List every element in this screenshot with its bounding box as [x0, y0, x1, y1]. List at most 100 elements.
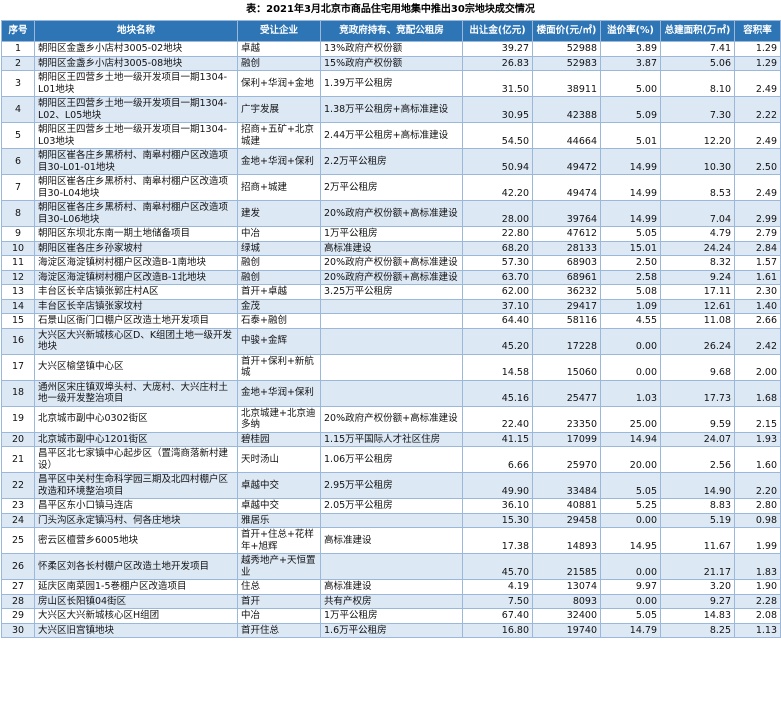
table-cell: 8: [1, 200, 35, 227]
table-row: 11 海淀区海淀镇树村棚户区改造B-1南地块 融创 20%政府产权份额+高标准建设 57…: [1, 255, 781, 271]
table-cell: 5.19: [660, 512, 735, 528]
table-cell: 招商+五矿+北京城建: [237, 122, 321, 149]
table-cell: 21: [1, 446, 35, 473]
table-row: 16 大兴区大兴新城核心区D、K组团土地一级开发地块 中骏+金辉 45.20 17228…: [1, 327, 781, 355]
table-cell: 5.25: [600, 498, 661, 514]
table-cell: 12.20: [660, 122, 735, 149]
table-cell: 14.90: [660, 472, 735, 499]
table-cell: 7.04: [660, 200, 735, 227]
table-cell: 20%政府产权份额+高标准建设: [320, 255, 463, 271]
table-cell: 25477: [532, 379, 601, 407]
table-cell: 17.11: [660, 284, 735, 300]
table-cell: 15.30: [462, 512, 533, 528]
table-cell: 0.00: [600, 593, 661, 609]
table-cell: 1.99: [734, 527, 781, 554]
table-cell: 20: [1, 431, 35, 447]
table-row: 21 昌平区北七家镇中心起步区（置湾商落新村建设） 天时汤山 1.06万平公租房 6.6…: [1, 446, 781, 473]
table-cell: 0.00: [600, 553, 661, 580]
table-row: 14 丰台区长辛店镇张家坟村 金茂 37.10 29417 1.09 12.61 1.40: [1, 298, 781, 314]
table-cell: 1.40: [734, 298, 781, 314]
table-cell: 45.16: [462, 379, 533, 407]
table-cell: 怀柔区刘各长村棚户区改造土地开发项目: [34, 553, 238, 580]
table-cell: 45.70: [462, 553, 533, 580]
table-cell: 27: [1, 579, 35, 595]
table-cell: 5.05: [600, 608, 661, 624]
table-cell: 32400: [532, 608, 601, 624]
table-cell: 14.79: [600, 622, 661, 638]
table-cell: 0.00: [600, 353, 661, 381]
table-cell: 海淀区海淀镇树村棚户区改造B-1北地块: [34, 269, 238, 285]
table-cell: 25970: [532, 446, 601, 473]
table-cell: 1.39万平公租房: [320, 70, 463, 97]
table-cell: 29458: [532, 512, 601, 528]
table-row: 27 延庆区南菜园1-5巻棚户区改造项目 住总 高标准建设 4.19 13074 9.97 3…: [1, 579, 781, 595]
table-cell: 29: [1, 608, 35, 624]
table-cell: 2.66: [734, 313, 781, 329]
table-cell: 14893: [532, 527, 601, 554]
table-cell: 丰台区长辛店镇张郭庄村A区: [34, 284, 238, 300]
table-cell: 68.20: [462, 240, 533, 256]
table-cell: 首开: [237, 593, 321, 609]
table-cell: 57.30: [462, 255, 533, 271]
table-cell: 3.20: [660, 579, 735, 595]
table-cell: 8.32: [660, 255, 735, 271]
table-cell: 石景山区衙门口棚户区改造土地开发项目: [34, 313, 238, 329]
table-cell: 29417: [532, 298, 601, 314]
table-row: 5 朝阳区王四营乡土地一级开发项目一期1304-L03地块 招商+五矿+北京城建 2.…: [1, 122, 781, 149]
table-cell: 2.80: [734, 498, 781, 514]
table-cell: 石泰+融创: [237, 313, 321, 329]
table-cell: 广宇发展: [237, 96, 321, 123]
table-cell: 住总: [237, 579, 321, 595]
table-cell: 昌平区北七家镇中心起步区（置湾商落新村建设）: [34, 446, 238, 473]
table-cell: 22: [1, 472, 35, 499]
table-cell: 18: [1, 379, 35, 407]
table-cell: 北京城建+北京迪多纳: [237, 405, 321, 433]
table-cell: 中冶: [237, 608, 321, 624]
table-cell: 13%政府产权份额: [320, 41, 463, 57]
table-cell: 68961: [532, 269, 601, 285]
table-cell: 朝阳区崔各庄乡黑桥村、南皋村棚户区改造项目30-L06地块: [34, 200, 238, 227]
table-cell: 1.29: [734, 41, 781, 57]
column-header: 溢价率(%): [600, 20, 661, 42]
table-cell: [320, 313, 463, 329]
table-cell: 朝阳区王四营乡土地一级开发项目一期1304-L02、L05地块: [34, 96, 238, 123]
table-row: 2 朝阳区金盏乡小店村3005-08地块 融创 15%政府产权份额 26.83 52983…: [1, 55, 781, 71]
table-cell: 首开+保利+新航城: [237, 353, 321, 381]
table-cell: 1.13: [734, 622, 781, 638]
table-cell: 2.22: [734, 96, 781, 123]
table-row: 1 朝阳区金盏乡小店村3005-02地块 卓越 13%政府产权份额 39.27 52988…: [1, 41, 781, 57]
table-cell: 24: [1, 512, 35, 528]
table-cell: 通州区宋庄镇双埠头村、大庞村、大兴庄村土地一级开发整治项目: [34, 379, 238, 407]
table-cell: 2.08: [734, 608, 781, 624]
table-cell: 0.98: [734, 512, 781, 528]
table-cell: 1.90: [734, 579, 781, 595]
table-cell: 密云区檀营乡6005地块: [34, 527, 238, 554]
table-cell: 42388: [532, 96, 601, 123]
table-cell: 47612: [532, 226, 601, 242]
table-cell: 11.08: [660, 313, 735, 329]
table-cell: 52983: [532, 55, 601, 71]
table-cell: 雅居乐: [237, 512, 321, 528]
table-cell: 9: [1, 226, 35, 242]
table-cell: 2.2万平公租房: [320, 148, 463, 175]
table-cell: 2.56: [660, 446, 735, 473]
table-cell: 共有产权房: [320, 593, 463, 609]
table-cell: 朝阳区王四营乡土地一级开发项目一期1304-L03地块: [34, 122, 238, 149]
table-cell: 大兴区榆垡镇中心区: [34, 353, 238, 381]
table-cell: 30.95: [462, 96, 533, 123]
table-cell: 52988: [532, 41, 601, 57]
table-cell: 5.08: [600, 284, 661, 300]
table-cell: 卓越: [237, 41, 321, 57]
table-cell: 22.80: [462, 226, 533, 242]
table-cell: 1.09: [600, 298, 661, 314]
table-cell: 41.15: [462, 431, 533, 447]
table-cell: 1.6万平公租房: [320, 622, 463, 638]
table-cell: 21585: [532, 553, 601, 580]
table-cell: 2.20: [734, 472, 781, 499]
table-row: 10 朝阳区崔各庄乡孙家坡村 绿城 高标准建设 68.20 28133 15.01 24.24…: [1, 240, 781, 256]
table-cell: 2.49: [734, 70, 781, 97]
table-row: 30 大兴区旧宫镇地块 首开住总 1.6万平公租房 16.80 19740 14.79 8.2…: [1, 622, 781, 638]
table-cell: 6: [1, 148, 35, 175]
table-cell: 39764: [532, 200, 601, 227]
table-cell: 8093: [532, 593, 601, 609]
